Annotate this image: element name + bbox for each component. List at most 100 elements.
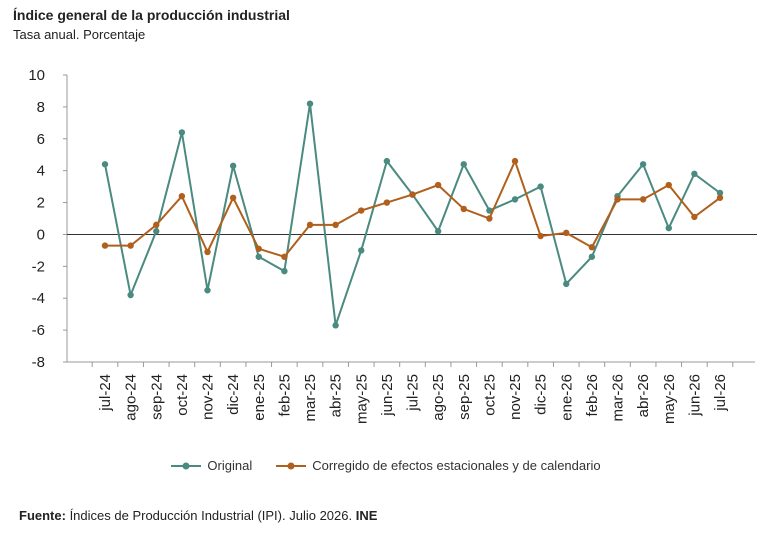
data-point-0	[332, 322, 339, 329]
data-point-0	[434, 228, 442, 235]
data-point-1	[358, 207, 365, 214]
source-text: Índices de Producción Industrial (IPI). …	[65, 508, 356, 523]
data-point-1	[511, 157, 519, 165]
data-point-1	[229, 194, 237, 201]
data-point-1	[563, 229, 570, 237]
x-tick-label: abr-25	[328, 374, 345, 417]
legend-label-original: Original	[207, 458, 253, 473]
data-point-1	[332, 221, 339, 229]
source-org: INE	[355, 508, 378, 523]
data-point-0	[255, 253, 262, 260]
series-line-0	[104, 103, 721, 326]
x-tick-label: may-25	[353, 374, 370, 424]
x-tick-label: jul-25	[405, 374, 422, 412]
source-note: Fuente: Índices de Producción Industrial…	[19, 508, 377, 523]
x-tick-label: sep-25	[456, 374, 473, 420]
data-point-1	[486, 215, 493, 222]
chart-legend: Original Corregido de efectos estacional…	[0, 458, 772, 473]
series-line-1	[105, 158, 721, 258]
x-tick-label: jul-24	[97, 374, 114, 412]
x-tick-label: nov-25	[507, 374, 524, 420]
legend-swatch-corrected	[276, 462, 307, 469]
data-point-0	[358, 247, 365, 254]
data-point-0	[588, 253, 596, 260]
data-point-0	[563, 280, 570, 288]
y-tick-label: -4	[32, 290, 45, 307]
data-point-0	[204, 287, 211, 294]
y-tick-label: 0	[37, 226, 45, 243]
data-point-0	[383, 157, 391, 165]
y-tick-label: 8	[37, 99, 45, 116]
data-point-0	[306, 100, 314, 107]
x-tick-label: mar-26	[610, 374, 627, 422]
data-point-0	[178, 129, 186, 136]
data-point-1	[255, 245, 262, 252]
data-point-1	[537, 232, 544, 240]
legend-label-corrected: Corregido de efectos estacionales y de c…	[312, 458, 601, 473]
legend-swatch-original	[171, 462, 202, 469]
data-point-1	[691, 213, 698, 221]
y-tick-label: -2	[32, 258, 45, 275]
data-point-0	[229, 162, 237, 170]
data-point-1	[306, 221, 314, 229]
x-tick-label: jun-25	[379, 374, 396, 417]
x-tick-label: may-26	[661, 374, 678, 424]
data-point-0	[153, 228, 160, 235]
legend-item-original: Original	[171, 458, 252, 473]
data-point-1	[716, 194, 724, 201]
data-point-0	[127, 291, 134, 299]
y-tick-label: -8	[32, 354, 45, 371]
x-tick-label: oct-25	[481, 374, 498, 416]
data-point-1	[614, 196, 621, 203]
x-tick-label: jun-26	[686, 374, 703, 417]
x-tick-label: oct-24	[174, 374, 191, 416]
data-point-0	[691, 170, 698, 178]
data-point-1	[204, 248, 211, 256]
x-tick-label: jul-26	[712, 374, 729, 412]
data-point-0	[639, 161, 647, 168]
data-point-0	[101, 161, 109, 168]
data-point-1	[639, 196, 647, 203]
chart-axes: 10 8 6 4 2 0 -2 -4 -6 -8 jul-24 ago-24 sep-24 oct-24 n…	[28, 67, 757, 424]
data-point-0	[486, 207, 493, 214]
data-point-1	[460, 205, 467, 213]
x-tick-label: ago-25	[430, 374, 447, 421]
x-tick-label: abr-26	[635, 374, 652, 417]
data-point-1	[127, 242, 134, 249]
x-tick-label: dic-24	[225, 374, 242, 415]
chart-title: Índice general de la producción industri…	[13, 7, 290, 23]
data-point-1	[588, 244, 596, 251]
data-point-0	[511, 196, 519, 203]
data-point-1	[178, 192, 186, 200]
x-tick-label: dic-25	[533, 374, 550, 415]
y-tick-label: 4	[37, 163, 45, 180]
x-tick-label: sep-24	[148, 374, 165, 420]
x-tick-label: feb-25	[276, 374, 293, 417]
data-point-0	[537, 183, 544, 190]
x-tick-label: feb-26	[584, 374, 601, 417]
chart-series	[101, 100, 724, 329]
data-point-0	[665, 224, 672, 232]
x-tick-label: ene-25	[251, 374, 268, 421]
data-point-1	[665, 181, 672, 189]
chart-subtitle: Tasa anual. Porcentaje	[13, 27, 146, 42]
data-point-1	[153, 221, 160, 229]
data-point-1	[383, 199, 391, 206]
data-point-1	[101, 242, 109, 249]
y-tick-label: -6	[32, 322, 45, 339]
y-tick-label: 6	[37, 131, 45, 148]
x-tick-label: nov-24	[200, 374, 217, 420]
data-point-0	[716, 189, 724, 197]
y-tick-label: 10	[28, 67, 45, 84]
data-point-1	[409, 191, 416, 198]
x-tick-label: mar-25	[302, 374, 319, 422]
legend-item-corrected: Corregido de efectos estacionales y de c…	[276, 458, 601, 473]
source-label: Fuente:	[19, 508, 66, 523]
data-point-1	[281, 253, 288, 260]
data-point-0	[281, 267, 288, 275]
x-tick-label: ago-24	[123, 374, 140, 421]
data-point-1	[434, 181, 442, 189]
data-point-0	[460, 161, 467, 168]
y-tick-label: 2	[37, 195, 45, 212]
